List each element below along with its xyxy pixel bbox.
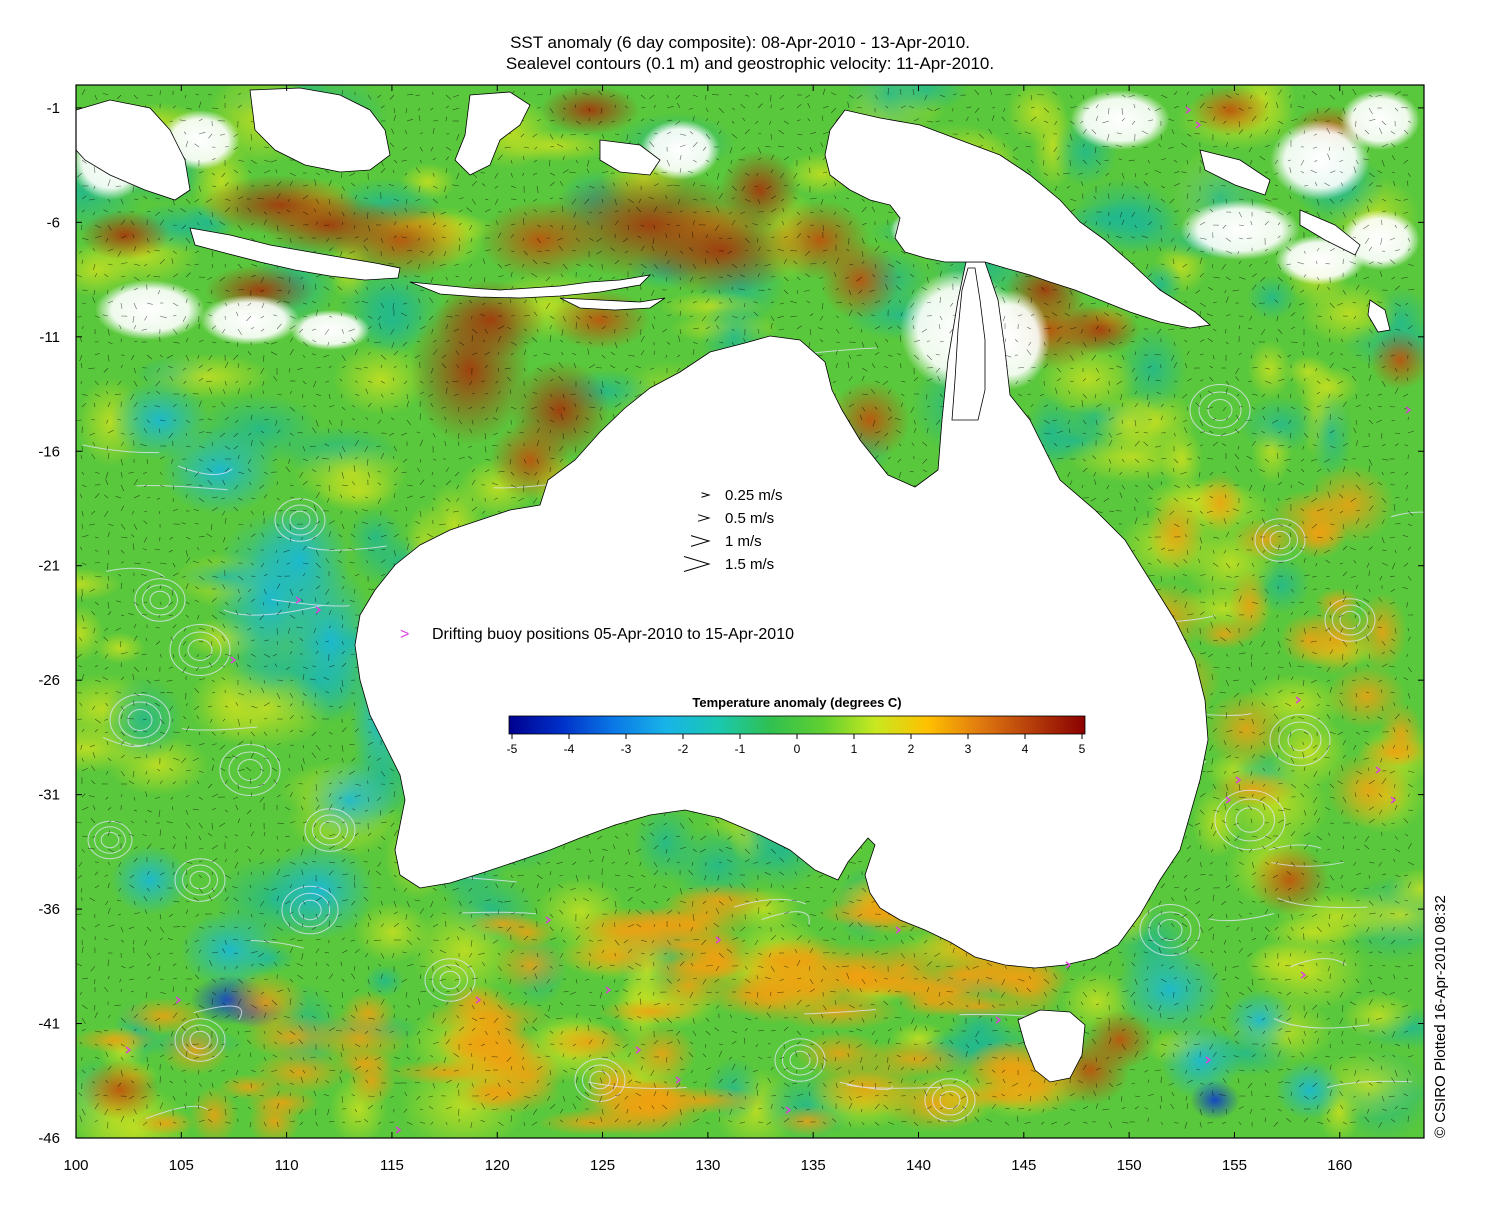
colorbar-tick-label: 1 [851,742,858,756]
colorbar-tick-label: 5 [1079,742,1086,756]
tasmania-land [1017,1009,1086,1083]
new-britain-land [1199,149,1271,196]
australia-land [354,261,1209,969]
x-tick-label: 125 [590,1157,615,1174]
solomon-land [1299,209,1361,256]
y-tick-label: -1 [47,100,60,117]
y-tick-label: -31 [38,787,60,804]
colorbar-strip [508,715,1086,735]
y-tick-label: -11 [39,329,60,346]
x-tick-label: 110 [275,1157,299,1174]
colorbar-tick-label: -5 [507,742,518,756]
x-tick-label: 160 [1327,1157,1352,1174]
colorbar-tick-label: -2 [678,742,689,756]
x-tick-label: 115 [380,1157,404,1174]
x-tick-label: 150 [1117,1157,1142,1174]
colorbar-tick-label: -4 [564,742,575,756]
colorbar-tick-label: 0 [794,742,801,756]
sulawesi-land [454,91,531,176]
sumatra-land [249,87,391,173]
timor-land [559,297,666,311]
y-tick-label: -21 [38,558,60,575]
y-tick-label: -46 [38,1130,60,1147]
buoy-legend-label: Drifting buoy positions 05-Apr-2010 to 1… [432,626,794,643]
x-tick-label: 100 [63,1157,88,1174]
y-axis: -1-6-11-16-21-26-31-36-41-46 [38,100,1424,1147]
x-tick-label: 135 [801,1157,826,1174]
x-tick-label: 145 [1011,1157,1036,1174]
y-tick-label: -36 [38,901,60,918]
colorbar: Temperature anomaly (degrees C) -5 -4 -3 -2… [507,695,1086,756]
colorbar-tick-label: -3 [621,742,632,756]
buoy-legend: > Drifting buoy positions 05-Apr-2010 to… [400,626,794,643]
y-tick-label: -16 [38,443,60,460]
x-axis: 100 105 110 115 120 125 130 135 140 145 150 155 160 [63,85,1352,1174]
borneo-land [76,99,191,201]
map-title-line2: Sealevel contours (0.1 m) and geostrophi… [505,54,995,73]
halmahera-land [599,139,661,176]
csiro-watermark: © CSIRO Plotted 16-Apr-2010 08:32 [1432,895,1449,1138]
x-tick-label: 140 [906,1157,931,1174]
colorbar-tick-label: 3 [965,742,972,756]
x-tick-label: 155 [1222,1157,1247,1174]
colorbar-tick-label: -1 [735,742,746,756]
y-tick-label: -6 [47,214,60,231]
velocity-legend-arrow [690,535,711,547]
sst-field [76,85,1424,1138]
velocity-legend-label: 0.25 m/s [725,487,783,504]
cape-york-land [951,267,986,421]
lesser-sunda-land [409,274,652,299]
velocity-legend-label: 1.5 m/s [725,556,774,573]
java-land [189,227,401,281]
colorbar-tick-label: 4 [1022,742,1029,756]
x-tick-label: 120 [485,1157,510,1174]
y-tick-label: -26 [38,672,60,689]
colorbar-title: Temperature anomaly (degrees C) [692,695,901,710]
new-guinea-land [824,109,1211,329]
buoy-legend-symbol: > [400,626,409,643]
velocity-legend-label: 0.5 m/s [725,510,774,527]
colorbar-tick-label: 2 [908,742,915,756]
velocity-legend-arrow [701,492,711,498]
velocity-legend-label: 1 m/s [725,533,762,550]
vanuatu-land [1367,299,1391,333]
y-tick-label: -41 [38,1016,60,1033]
velocity-legend-arrow [697,514,711,522]
velocity-legend-arrow [683,556,711,572]
plot-frame [75,84,1425,1139]
x-tick-label: 105 [169,1157,194,1174]
velocity-legend: 0.25 m/s 0.5 m/s 1 m/s 1.5 m/s [683,487,783,573]
landmasses [76,87,1391,1083]
map-title-line1: SST anomaly (6 day composite): 08-Apr-20… [510,33,970,52]
x-tick-label: 130 [695,1157,720,1174]
